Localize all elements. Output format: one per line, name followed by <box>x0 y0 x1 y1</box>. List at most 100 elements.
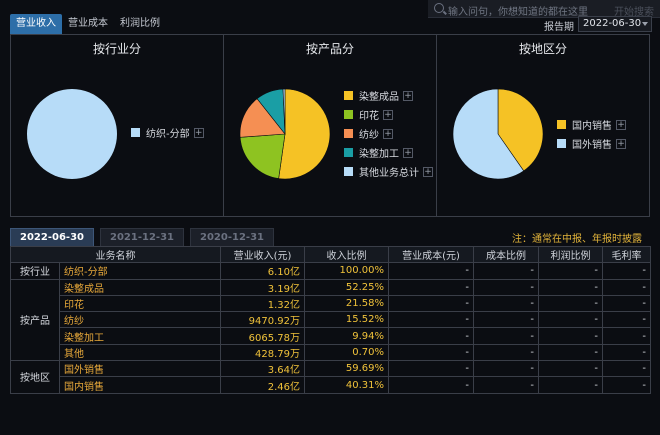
period-select[interactable]: 2022-06-30 <box>578 16 652 32</box>
legend-label: 染整成品 <box>359 92 399 103</box>
legend-item[interactable]: 纺织-分部 + <box>131 123 204 142</box>
tab-period-2022-06-30[interactable]: 2022-06-30 <box>10 228 94 246</box>
legend-label: 国内销售 <box>572 121 612 132</box>
legend-swatch <box>557 139 566 148</box>
legend: 染整成品 + 印花 + 纺纱 + 染整加工 + 其他业务总计 + <box>344 86 433 181</box>
table-row[interactable]: 按行业 纺织-分部 6.10亿 100.00% - - - - <box>10 262 651 280</box>
row-name[interactable]: 染整加工 <box>59 327 221 345</box>
legend-item[interactable]: 其他业务总计 + <box>344 162 433 181</box>
row-profit-ratio: - <box>538 327 603 345</box>
plus-icon[interactable]: + <box>616 119 626 130</box>
pie-slice[interactable] <box>27 89 117 179</box>
legend-swatch <box>344 148 353 157</box>
legend-item[interactable]: 纺纱 + <box>344 124 433 143</box>
row-revenue-ratio: 21.58% <box>304 294 389 313</box>
table-row[interactable]: 印花 1.32亿 21.58% - - - - <box>11 294 651 313</box>
tab-revenue[interactable]: 营业收入 <box>10 14 62 34</box>
pie-slice[interactable] <box>239 133 286 179</box>
pie-slice[interactable] <box>497 88 544 172</box>
legend-swatch <box>344 110 353 119</box>
row-profit-ratio: - <box>538 376 603 394</box>
table-row[interactable]: 其他 428.79万 0.70% - - - - <box>11 343 651 362</box>
row-group-label: 按产品 <box>10 278 60 362</box>
panel-product: 按产品分 染整成品 + 印花 + 纺纱 + 染整加工 + <box>224 35 437 216</box>
legend-item[interactable]: 染整成品 + <box>344 86 433 105</box>
row-revenue: 6065.78万 <box>220 327 305 345</box>
row-revenue-ratio: 9.94% <box>304 327 389 345</box>
row-cost: - <box>388 360 474 378</box>
period-label: 报告期 <box>544 22 574 33</box>
plus-icon[interactable]: + <box>383 128 393 139</box>
tab-profit-ratio[interactable]: 利润比例 <box>120 18 160 29</box>
row-group-label: 按行业 <box>10 262 60 280</box>
legend-item[interactable]: 染整加工 + <box>344 143 433 162</box>
col-header-revenue-ratio: 收入比例 <box>304 245 389 264</box>
search-button[interactable]: 开始搜索 <box>614 7 654 18</box>
legend-swatch <box>344 167 353 176</box>
panel-industry: 按行业分 纺织-分部 + <box>11 35 224 216</box>
row-name[interactable]: 印花 <box>59 294 221 313</box>
industry-pie-chart <box>27 89 117 179</box>
row-cost: - <box>388 343 474 362</box>
table-header-row: 业务名称 营业收入(元) 收入比例 营业成本(元) 成本比例 利润比例 毛利率 <box>10 245 651 264</box>
row-name[interactable]: 纺纱 <box>59 311 221 329</box>
row-name[interactable]: 其他 <box>59 343 221 362</box>
search-icon <box>434 3 444 13</box>
plus-icon[interactable]: + <box>423 166 433 177</box>
plus-icon[interactable]: + <box>403 147 413 158</box>
pie-slice[interactable] <box>452 88 525 180</box>
row-name[interactable]: 染整成品 <box>59 278 221 296</box>
plus-icon[interactable]: + <box>193 127 204 138</box>
row-cost-ratio: - <box>473 343 539 362</box>
pie-slice[interactable] <box>278 88 331 180</box>
legend-label: 染整加工 <box>359 149 399 160</box>
table-row[interactable]: 按产品 染整成品 3.19亿 52.25% - - - - <box>10 278 651 362</box>
row-cost-ratio: - <box>473 262 539 280</box>
row-revenue: 1.32亿 <box>220 294 305 313</box>
row-revenue-ratio: 0.70% <box>304 343 389 362</box>
table-row[interactable]: 纺纱 9470.92万 15.52% - - - - <box>11 311 651 329</box>
col-header-gross-margin: 毛利率 <box>602 245 651 264</box>
row-revenue: 3.19亿 <box>220 278 305 296</box>
row-name[interactable]: 纺织-分部 <box>59 262 221 280</box>
tab-period-2020-12-31[interactable]: 2020-12-31 <box>190 228 274 246</box>
legend-swatch <box>557 120 566 129</box>
row-cost: - <box>388 327 474 345</box>
row-gross-margin: - <box>602 376 651 394</box>
row-cost-ratio: - <box>473 311 539 329</box>
row-name[interactable]: 国内销售 <box>59 376 221 394</box>
table-row[interactable]: 国内销售 2.46亿 40.31% - - - - <box>11 376 651 394</box>
row-profit-ratio: - <box>538 278 603 296</box>
main-tabs: 营业收入 营业成本 利润比例 <box>10 14 166 34</box>
row-cost: - <box>388 311 474 329</box>
pie-slice[interactable] <box>282 88 286 135</box>
panel-region: 按地区分 国内销售 + 国外销售 + <box>437 35 649 216</box>
legend-item[interactable]: 印花 + <box>344 105 433 124</box>
table-row[interactable]: 染整加工 6065.78万 9.94% - - - - <box>11 327 651 345</box>
col-header-cost-ratio: 成本比例 <box>473 245 539 264</box>
legend-swatch <box>344 91 353 100</box>
row-revenue: 6.10亿 <box>220 262 305 280</box>
legend-item[interactable]: 国内销售 + <box>557 115 626 134</box>
col-header-cost: 营业成本(元) <box>388 245 474 264</box>
tab-cost[interactable]: 营业成本 <box>68 18 108 29</box>
row-profit-ratio: - <box>538 343 603 362</box>
tab-period-2021-12-31[interactable]: 2021-12-31 <box>100 228 184 246</box>
row-gross-margin: - <box>602 294 651 313</box>
region-pie-chart <box>452 88 544 180</box>
plus-icon[interactable]: + <box>616 138 626 149</box>
row-cost: - <box>388 376 474 394</box>
legend: 纺织-分部 + <box>131 123 204 142</box>
legend-swatch <box>344 129 353 138</box>
legend-label: 印花 <box>359 111 379 122</box>
row-cost-ratio: - <box>473 294 539 313</box>
table-row[interactable]: 按地区 国外销售 3.64亿 59.69% - - - - <box>10 360 651 394</box>
row-revenue-ratio: 15.52% <box>304 311 389 329</box>
plus-icon[interactable]: + <box>403 90 413 101</box>
row-name[interactable]: 国外销售 <box>59 360 221 378</box>
plus-icon[interactable]: + <box>383 109 393 120</box>
legend-item[interactable]: 国外销售 + <box>557 134 626 153</box>
legend-swatch <box>131 128 140 137</box>
search-input[interactable]: 输入问句，你想知道的都在这里 开始搜索 <box>428 0 660 18</box>
panel-title: 按产品分 <box>305 42 354 56</box>
